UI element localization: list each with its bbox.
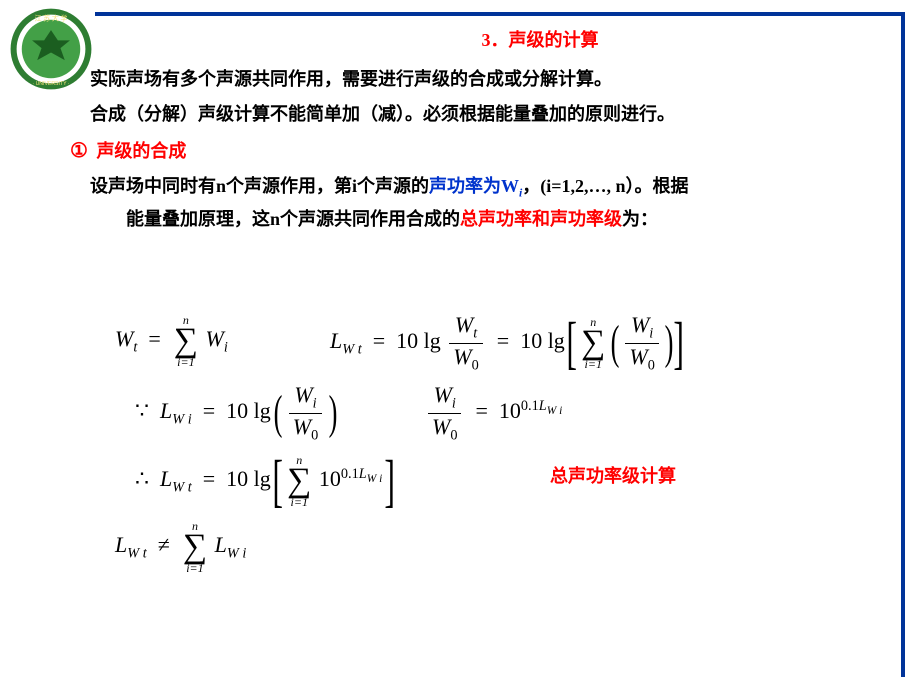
eq-lwt: LW t = 10 lg Wt W0 = 10 lg [ n ∑ i=1 ( W…: [330, 314, 680, 372]
right-rule: [901, 12, 905, 677]
text-run: 设声场中同时有n个声源作用，第i个声源的: [90, 176, 429, 196]
paragraph-1: 实际声场有多个声源共同作用，需要进行声级的合成或分解计算。: [90, 64, 890, 95]
equation-row-2: ∵ LW i = 10 lg ( Wi W0 ) Wi W0 = 100.1LW…: [115, 370, 875, 440]
equations-block: Wt = n ∑ i=1 Wi LW t = 10 lg Wt W0 = 10 …: [115, 300, 875, 570]
eq-not-equal: LW t ≠ n ∑ i=1 LW i: [115, 520, 246, 574]
text-run: ，(i=1,2,…, n）。根据: [522, 176, 688, 196]
fraction: Wt W0: [449, 314, 482, 372]
eq-because: ∵ LW i = 10 lg ( Wi W0 ): [135, 384, 335, 442]
svg-text:江 苏 大 学: 江 苏 大 学: [35, 14, 68, 23]
eq-wi-w0: Wi W0 = 100.1LW i: [425, 384, 562, 442]
equation-row-1: Wt = n ∑ i=1 Wi LW t = 10 lg Wt W0 = 10 …: [115, 300, 875, 370]
subheading-1: ① 声级的合成: [70, 137, 890, 163]
equation-row-3: ∴ LW t = 10 lg [ n ∑ i=1 100.1LW i ] 总声功…: [115, 440, 875, 510]
text-run-red: 总声功率和声功率级: [460, 209, 622, 229]
slide-title: 3．声级的计算: [190, 26, 890, 52]
eq-therefore: ∴ LW t = 10 lg [ n ∑ i=1 100.1LW i ]: [135, 454, 391, 508]
equation-note: 总声功率级计算: [550, 462, 676, 488]
equation-row-4: LW t ≠ n ∑ i=1 LW i: [115, 510, 875, 570]
top-rule: [95, 12, 905, 16]
svg-text:· UNIVERSITY ·: · UNIVERSITY ·: [32, 81, 69, 87]
paragraph-3: 设声场中同时有n个声源作用，第i个声源的声功率为Wi，(i=1,2,…, n）。…: [90, 171, 890, 234]
circled-number: ①: [70, 140, 88, 162]
text-run: 能量叠加原理，这n个声源共同作用合成的: [126, 209, 460, 229]
text-run: 为：: [622, 209, 658, 229]
eq-wt-sum: Wt = n ∑ i=1 Wi: [115, 314, 228, 368]
subheading-text: 声级的合成: [92, 141, 187, 161]
text-line-2: 能量叠加原理，这n个声源共同作用合成的总声功率和声功率级为：: [126, 204, 890, 235]
paragraph-2: 合成（分解）声级计算不能简单加（减）。必须根据能量叠加的原则进行。: [90, 99, 890, 130]
sigma: n ∑ i=1: [174, 314, 198, 368]
slide-content: 3．声级的计算 实际声场有多个声源共同作用，需要进行声级的合成或分解计算。 合成…: [70, 26, 890, 234]
text-run-blue: 声功率为Wi: [429, 176, 522, 196]
